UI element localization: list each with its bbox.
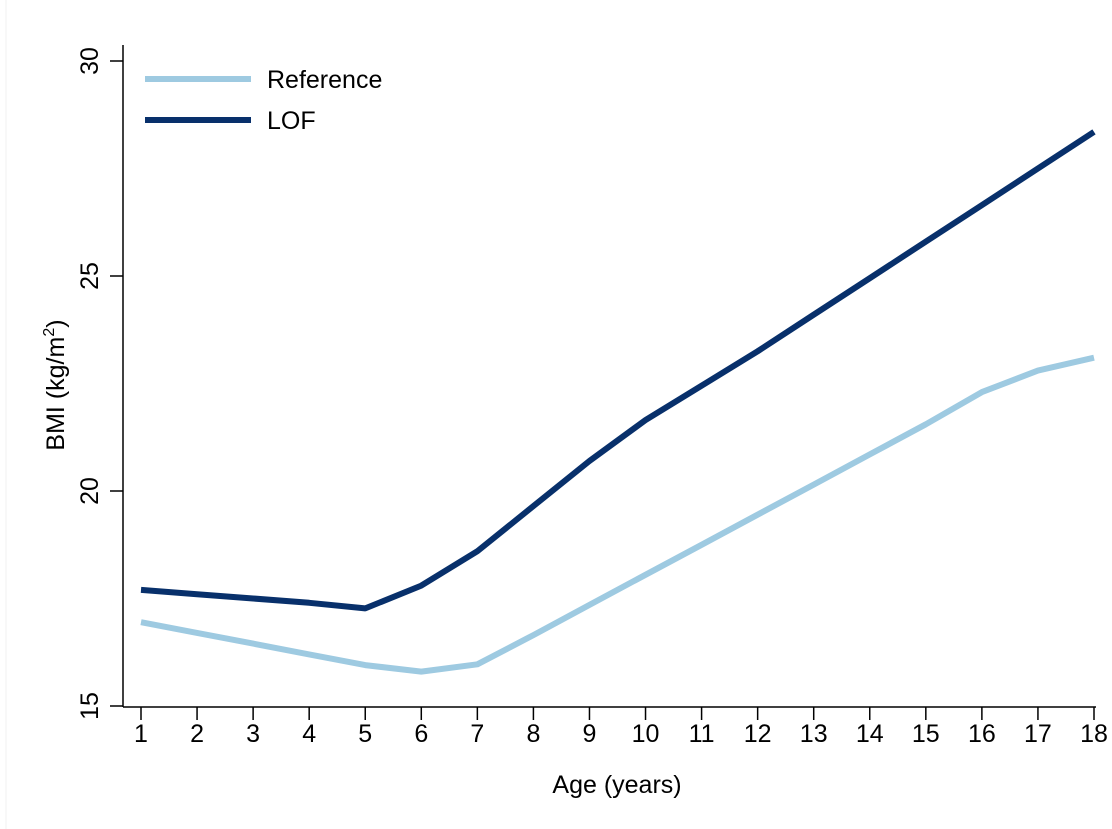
y-axis-title: BMI (kg/m2) [41,319,70,450]
series-layer [140,129,1096,675]
x-tick-label: 11 [689,720,715,748]
x-tick-label: 2 [190,720,204,748]
y-tick-label: 25 [76,262,104,290]
legend-label-lof: LOF [267,107,316,135]
x-tick-label: 18 [1080,720,1108,748]
x-tick-label: 13 [800,720,828,748]
x-tick-label: 16 [968,720,996,748]
x-tick-label: 1 [134,720,148,748]
x-tick-label: 15 [912,720,940,748]
x-tick-label: 10 [632,720,660,748]
y-tick-label: 15 [76,692,104,720]
x-tick-label: 3 [246,720,260,748]
x-tick-label: 7 [470,720,484,748]
x-tick-label: 14 [856,720,884,748]
series-line-reference [140,354,1095,675]
x-tick-label: 9 [583,720,597,748]
x-tick-label: 5 [358,720,372,748]
y-axis-title-end: ) [42,319,70,327]
legend-label-reference: Reference [267,66,382,94]
y-tick-label: 20 [76,477,104,505]
x-axis-title: Age (years) [552,771,681,799]
legend: Reference LOF [145,66,382,135]
y-tick-label: 30 [76,47,104,75]
y-axis-title-main: BMI (kg/m [42,337,70,451]
x-tick-label: 12 [744,720,772,748]
y-axis-title-superscript: 2 [41,328,58,337]
x-tick-label: 6 [414,720,428,748]
x-tick-label: 4 [302,720,316,748]
series-line-lof [140,129,1096,612]
x-tick-label: 17 [1024,720,1052,748]
x-tick-label: 8 [526,720,540,748]
